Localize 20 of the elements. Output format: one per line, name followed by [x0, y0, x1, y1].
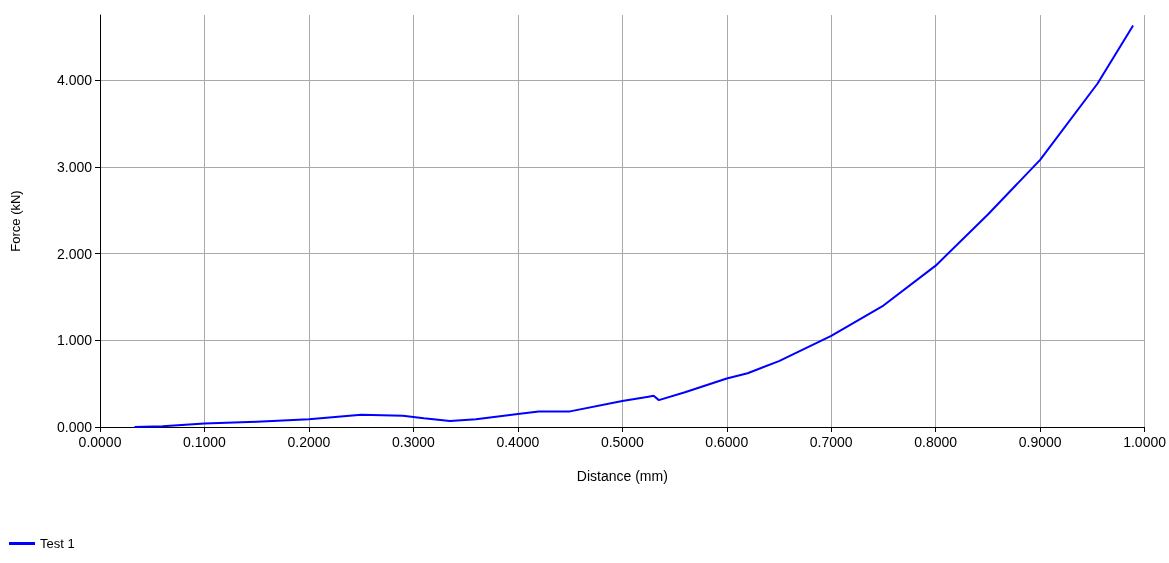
line-series	[133, 24, 1135, 428]
y-tick-label: 3.000	[56, 158, 93, 175]
y-tick-label: 4.000	[56, 72, 93, 89]
y-tick-label: 2.000	[56, 245, 93, 262]
x-tick-label: 0.2000	[287, 434, 331, 450]
x-tick-label: 0.5000	[600, 434, 644, 450]
x-axis-title: Distance (mm)	[576, 468, 668, 484]
x-tick-label: 0.3000	[391, 434, 435, 450]
y-tick-label: 0.000	[56, 419, 93, 435]
x-tick-label: 0.7000	[809, 434, 853, 450]
x-tick-label: 0.4000	[496, 434, 540, 450]
x-tick-label: 0.9000	[1018, 434, 1062, 450]
legend-label: Test 1	[40, 536, 75, 551]
x-tick-label: 0.1000	[183, 434, 227, 450]
x-tick-label: 0.6000	[705, 434, 749, 450]
y-tick-label: 1.000	[56, 332, 93, 349]
x-tick-label: 0.0000	[78, 434, 122, 450]
x-tick-label: 0.8000	[914, 434, 958, 450]
y-axis-title: Force (kN)	[8, 190, 23, 252]
x-tick-label: 1.0000	[1123, 434, 1167, 450]
